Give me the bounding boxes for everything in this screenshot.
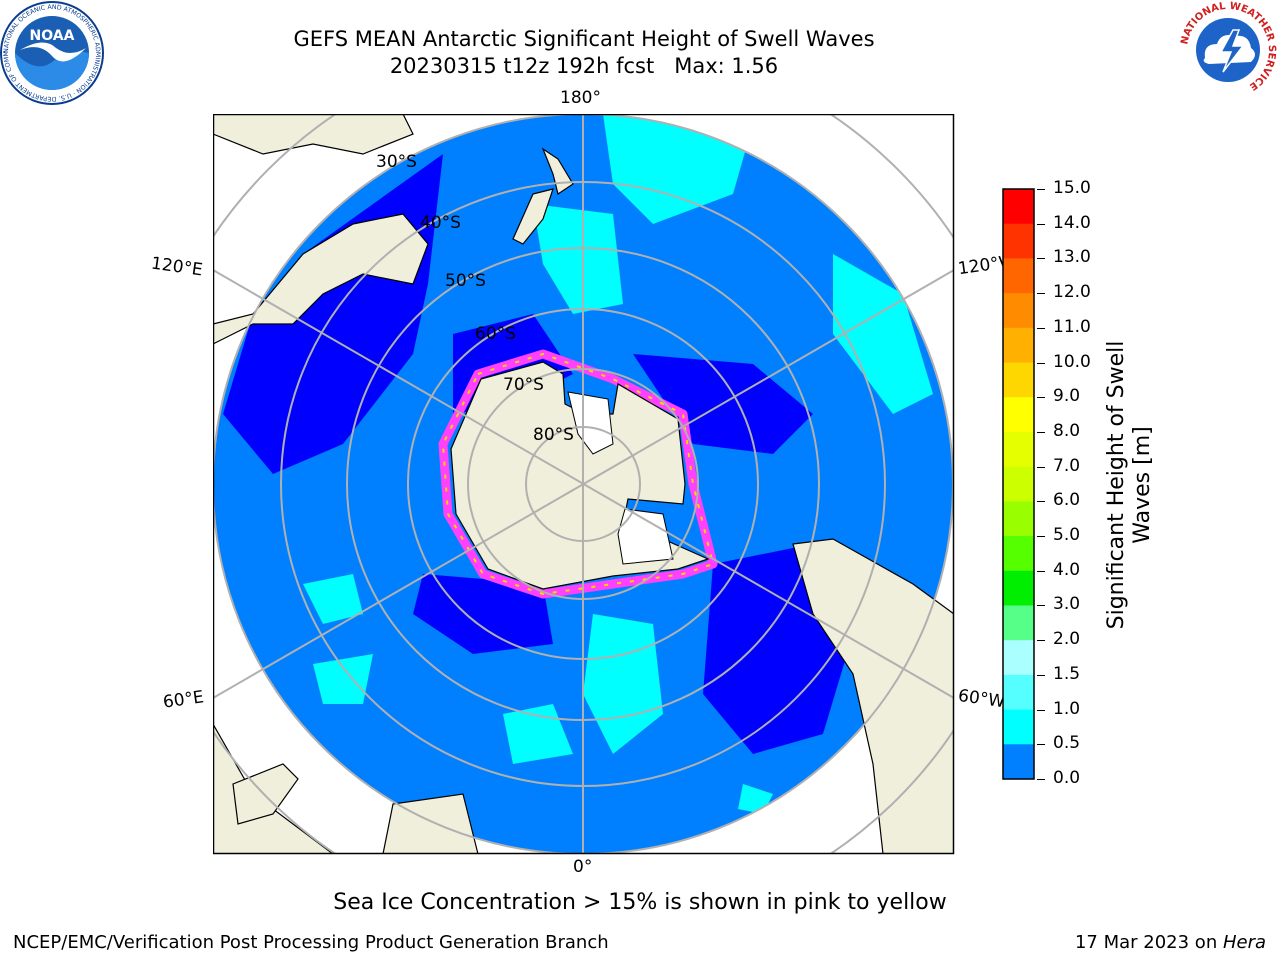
colorbar-block [1003,362,1034,398]
colorbar-tick-mark [1037,293,1045,295]
lat-label-40s: 40°S [420,213,461,233]
colorbar-tick-mark [1037,501,1045,503]
colorbar-tick-mark [1037,327,1045,329]
colorbar-tick-label: 3.0 [1053,594,1081,615]
colorbar-tick-mark [1037,779,1045,780]
colorbar-tick-mark [1037,536,1045,538]
colorbar-tick-label: 5.0 [1053,525,1081,546]
colorbar-block [1003,536,1034,572]
weddell-ice [617,508,674,565]
colorbar-tick-label: 13.0 [1053,247,1091,268]
colorbar-tick-label: 9.0 [1053,386,1081,407]
colorbar-block [1003,189,1034,225]
colorbar-tick-label: 0.5 [1053,733,1081,754]
lat-label-80s: 80°S [533,425,574,445]
colorbar-tick-label: 4.0 [1053,559,1081,580]
colorbar-tick-mark [1037,674,1045,676]
colorbar-tick-mark [1037,640,1045,642]
colorbar-tick-mark [1037,570,1045,572]
colorbar-block [1003,674,1034,711]
colorbar-tick-mark [1037,709,1045,711]
noaa-text: NOAA [30,28,75,44]
colorbar-tick-label: 14.0 [1053,212,1091,233]
lat-label-70s: 70°S [503,375,544,395]
colorbar-label: Significant Height of Swell Waves [m] [1104,340,1155,630]
cyan-swell-region [303,574,363,624]
cyan-swell-region [833,254,933,414]
colorbar-tick-label: 7.0 [1053,455,1081,476]
lat-label-50s: 50°S [445,271,486,291]
colorbar-tick-label: 11.0 [1053,316,1091,337]
colorbar-tick-label: 12.0 [1053,282,1091,303]
land-australia [213,213,429,345]
chart-subtitle: 20230315 t12z 192h fcst Max: 1.56 [389,54,779,78]
colorbar-block [1003,709,1034,745]
cyan-swell-region [313,654,373,704]
nws-logo-icon: NATIONAL WEATHER SERVICE [1179,1,1277,99]
colorbar-block [1003,605,1034,641]
colorbar-block [1003,466,1034,502]
colorbar-tick-label: 2.0 [1053,629,1081,650]
colorbar-tick-mark [1037,223,1045,225]
land-new-zealand-south [512,188,554,245]
colorbar-tick-label: 1.5 [1053,663,1081,684]
chart-title: GEFS MEAN Antarctic Significant Height o… [293,27,875,51]
lon-label-120e: 120°E [149,253,204,281]
colorbar [1002,188,1035,780]
colorbar-block [1003,744,1034,780]
colorbar-tick-mark [1037,397,1045,399]
colorbar-block [1003,223,1034,259]
colorbar-block [1003,258,1034,294]
footer-branch: NCEP/EMC/Verification Post Processing Pr… [13,932,609,953]
sea-ice-caption: Sea Ice Concentration > 15% is shown in … [333,890,947,915]
colorbar-block [1003,640,1034,676]
colorbar-tick-mark [1037,744,1045,746]
cyan-swell-region [603,114,753,224]
sea-ice-edge-yellow [441,352,715,596]
polar-map [213,114,955,855]
colorbar-block [1003,501,1034,537]
land-australia-north [213,114,414,155]
colorbar-block [1003,327,1034,364]
cyan-swell-region [533,204,623,314]
colorbar-tick-label: 1.0 [1053,698,1081,719]
colorbar-tick-mark [1037,189,1045,190]
footer-host: Hera [1222,932,1266,953]
colorbar-block [1003,570,1034,606]
lon-label-60w: 60°W [956,685,1006,713]
colorbar-tick-mark [1037,605,1045,607]
lat-label-30s: 30°S [376,152,417,172]
colorbar-tick-mark [1037,258,1045,260]
colorbar-block [1003,397,1034,433]
lon-label-60e: 60°E [161,687,206,713]
colorbar-block [1003,293,1034,329]
lat-label-60s: 60°S [475,324,516,344]
land-south-america [792,538,954,854]
map-frame [213,114,955,855]
colorbar-tick-label: 10.0 [1053,351,1091,372]
footer-date: 17 Mar 2023 on Hera [1074,932,1266,953]
lon-label-0: 0° [573,857,593,877]
colorbar-tick-mark [1037,362,1045,364]
colorbar-tick-label: 6.0 [1053,490,1081,511]
noaa-logo-icon: NATIONAL OCEANIC AND ATMOSPHERIC ADMINIS… [0,0,104,105]
lon-label-180: 180° [560,88,601,108]
colorbar-tick-mark [1037,466,1045,468]
colorbar-tick-label: 15.0 [1053,178,1091,198]
colorbar-tick-mark [1037,431,1045,433]
colorbar-tick-label: 0.0 [1053,768,1081,788]
colorbar-tick-label: 8.0 [1053,420,1081,441]
colorbar-block [1003,431,1034,468]
